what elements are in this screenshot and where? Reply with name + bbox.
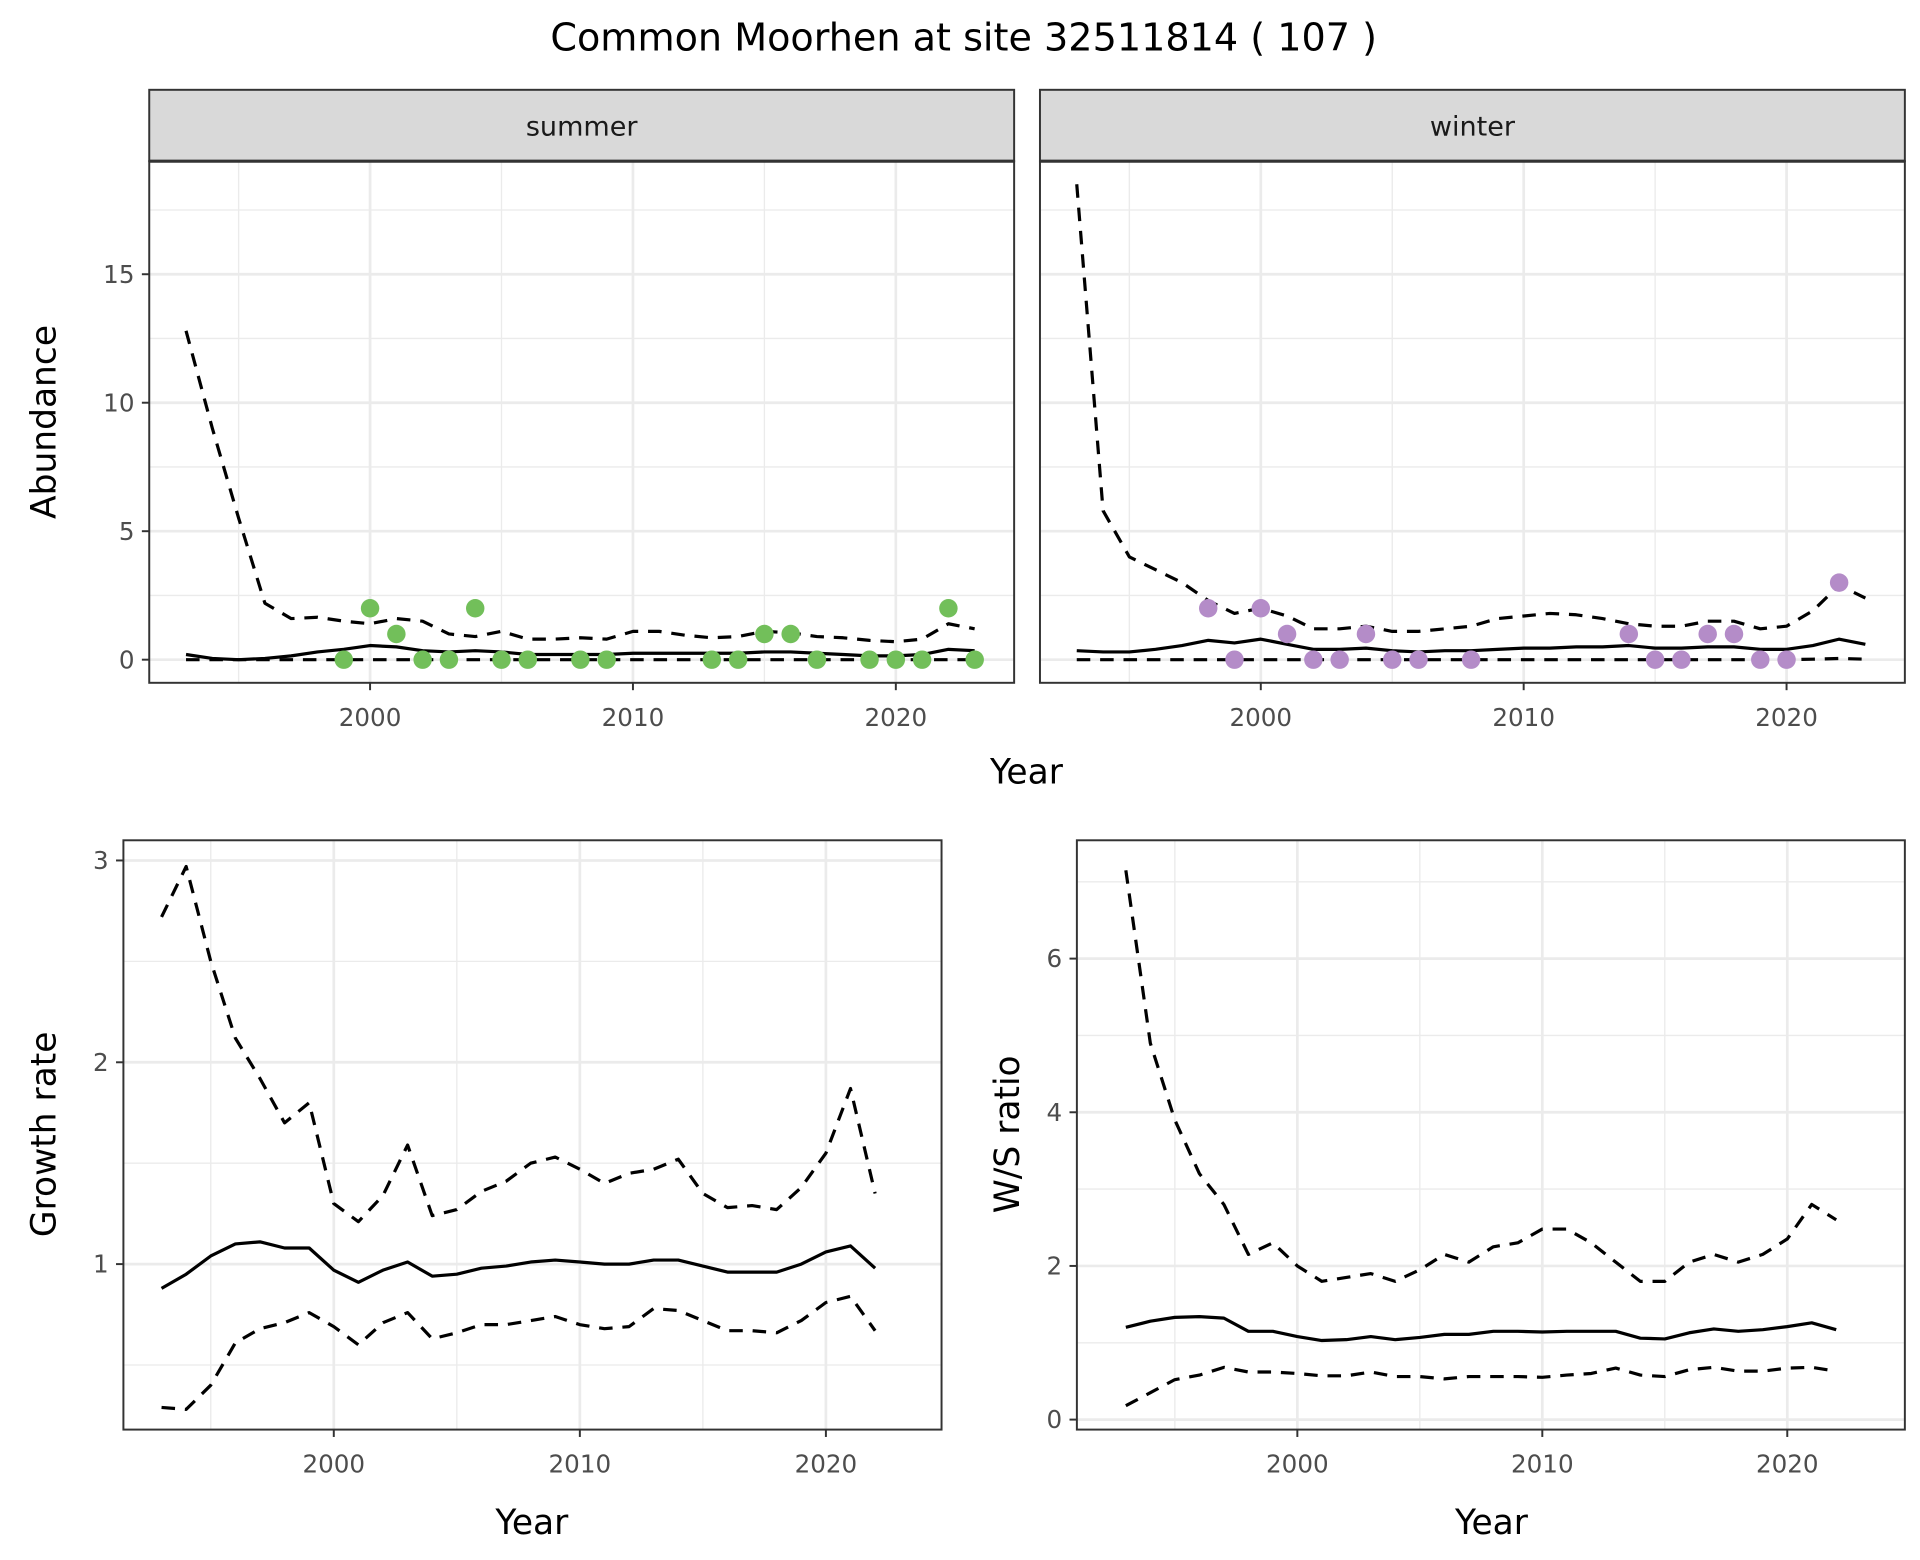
data-point: [1645, 650, 1665, 669]
x-tick-label: 2020: [865, 703, 928, 732]
data-point: [518, 650, 538, 669]
series-line-bound: [1124, 870, 1838, 1283]
series-line-bound: [1125, 1365, 1837, 1408]
data-point: [1304, 650, 1323, 669]
data-point: [912, 650, 932, 669]
plot-background: [149, 161, 1015, 683]
chart-title: Common Moorhen at site 32511814 ( 107 ): [550, 15, 1377, 59]
y-tick-label: 0: [1046, 1405, 1062, 1434]
x-tick-label: 2020: [1755, 703, 1818, 732]
data-point: [755, 624, 774, 644]
x-axis-title: Year: [494, 1503, 569, 1543]
data-point: [413, 650, 432, 669]
facet-strip-label: winter: [1430, 111, 1516, 142]
y-tick-label: 15: [103, 260, 134, 289]
y-tick-label: 0: [119, 645, 135, 674]
series-line-mean: [1125, 1315, 1837, 1343]
y-axis-title: Abundance: [25, 325, 65, 519]
data-point: [781, 624, 800, 644]
data-point: [1225, 650, 1244, 669]
data-point: [1619, 624, 1639, 644]
data-point: [360, 599, 380, 618]
series-line-bound: [160, 864, 877, 1224]
x-tick-label: 2010: [602, 703, 665, 732]
x-tick-label: 2010: [1511, 1450, 1574, 1479]
series-line-bound: [184, 330, 975, 644]
data-point: [1356, 624, 1376, 644]
data-point: [860, 650, 879, 669]
y-tick-label: 10: [103, 388, 134, 417]
data-point: [1383, 650, 1402, 669]
y-tick-label: 6: [1046, 944, 1062, 973]
data-point: [387, 624, 406, 644]
data-point: [1461, 650, 1481, 669]
y-tick-label: 5: [119, 517, 135, 546]
plot-background: [1039, 161, 1905, 683]
data-point: [439, 650, 459, 669]
data-point: [1698, 624, 1717, 644]
series-line-bound: [161, 1294, 877, 1412]
data-point: [1777, 650, 1796, 669]
data-point: [1751, 650, 1770, 669]
data-point: [1251, 599, 1271, 618]
x-axis-title: Year: [1454, 1503, 1529, 1543]
data-point: [1277, 624, 1297, 644]
y-tick-label: 1: [93, 1250, 109, 1279]
x-tick-label: 2020: [795, 1450, 858, 1479]
data-point: [807, 650, 827, 669]
data-point: [728, 650, 748, 669]
facet-strip: [1038, 88, 1906, 163]
plot-background: [1076, 840, 1905, 1430]
panel-border: [1075, 839, 1906, 1431]
y-tick-label: 3: [93, 846, 109, 875]
panel-top-left: summer 2000 2010 2020 0 5 10 15 Abundance: [25, 88, 1016, 732]
data-point: [1672, 650, 1691, 669]
x-tick-label: 2000: [1266, 1450, 1329, 1479]
data-point: [1829, 573, 1849, 592]
data-point: [334, 650, 354, 669]
panel-top-right: winter 2000 2010 2020: [1038, 88, 1906, 732]
y-tick-label: 4: [1046, 1098, 1062, 1127]
panel-bottom-right: 2000 2010 2020 0 2 4 6 W/S ratio Year: [988, 839, 1906, 1543]
y-axis-title: W/S ratio: [988, 1055, 1028, 1213]
data-point: [1330, 650, 1349, 669]
data-point: [1724, 624, 1744, 644]
facet-strip-label: summer: [526, 111, 639, 142]
x-tick-label: 2000: [1229, 703, 1292, 732]
x-tick-label: 2020: [1756, 1450, 1819, 1479]
data-point: [1198, 599, 1218, 618]
series-line-mean: [160, 1240, 877, 1290]
x-axis-title-top: Year: [989, 753, 1064, 793]
data-point: [492, 650, 511, 669]
y-axis-title: Growth rate: [25, 1032, 65, 1238]
panel-bottom-left: 2000 2010 2020 1 2 3 Growth rate Year: [25, 839, 943, 1543]
data-point: [465, 599, 485, 618]
y-tick-label: 2: [1046, 1252, 1062, 1281]
panel-border: [122, 839, 943, 1431]
x-tick-label: 2010: [1492, 703, 1555, 732]
x-tick-label: 2000: [302, 1450, 365, 1479]
y-tick-label: 2: [93, 1048, 109, 1077]
series-line-bound: [1076, 656, 1866, 662]
data-point: [886, 650, 906, 669]
data-point: [571, 650, 590, 669]
data-point: [965, 650, 984, 669]
data-point: [597, 650, 616, 669]
data-point: [939, 599, 958, 618]
x-tick-label: 2000: [339, 703, 402, 732]
x-tick-label: 2010: [549, 1450, 612, 1479]
data-point: [702, 650, 722, 669]
plot-background: [123, 840, 942, 1430]
data-point: [1409, 650, 1428, 669]
